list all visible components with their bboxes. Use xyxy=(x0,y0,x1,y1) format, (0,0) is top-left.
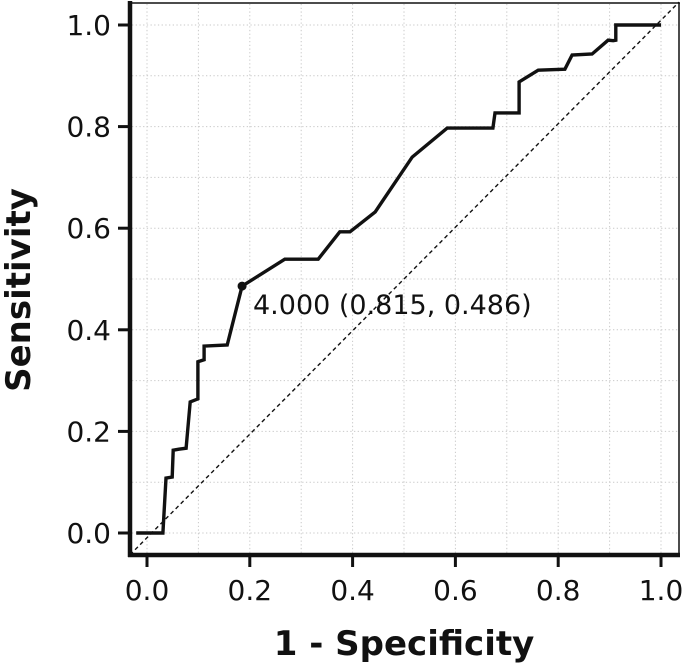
y-tick-label: 0.2 xyxy=(66,415,111,448)
y-axis-title: Sensitivity xyxy=(0,188,39,392)
x-tick-label: 0.6 xyxy=(433,574,478,607)
y-tick-label: 0.6 xyxy=(66,212,111,245)
frame-layer xyxy=(127,1,680,558)
y-tick-label: 0.8 xyxy=(66,111,111,144)
x-tick-label: 0.8 xyxy=(536,574,581,607)
x-tick-label: 0.2 xyxy=(228,574,273,607)
x-tick-label: 0.4 xyxy=(330,574,375,607)
reference-diagonal-line xyxy=(129,1,680,556)
roc-curve-line xyxy=(136,23,661,535)
y-tick-label: 0.4 xyxy=(66,314,111,347)
x-tick-label: 0.0 xyxy=(125,574,170,607)
x-tick-label: 1.0 xyxy=(639,574,684,607)
y-tick-label: 0.0 xyxy=(66,517,111,550)
tick-layer: 0.0 0.2 0.4 0.6 0.8 1.0 0.0 0.2 0.4 0.6 0.8 1.0 xyxy=(66,9,683,607)
x-axis-title: 1 - Specificity xyxy=(274,624,535,664)
annotation-label: 4.000 (0.815, 0.486) xyxy=(253,290,532,321)
y-tick-label: 1.0 xyxy=(66,9,111,42)
series-layer xyxy=(129,1,680,556)
cutoff-marker-dot xyxy=(237,281,247,291)
